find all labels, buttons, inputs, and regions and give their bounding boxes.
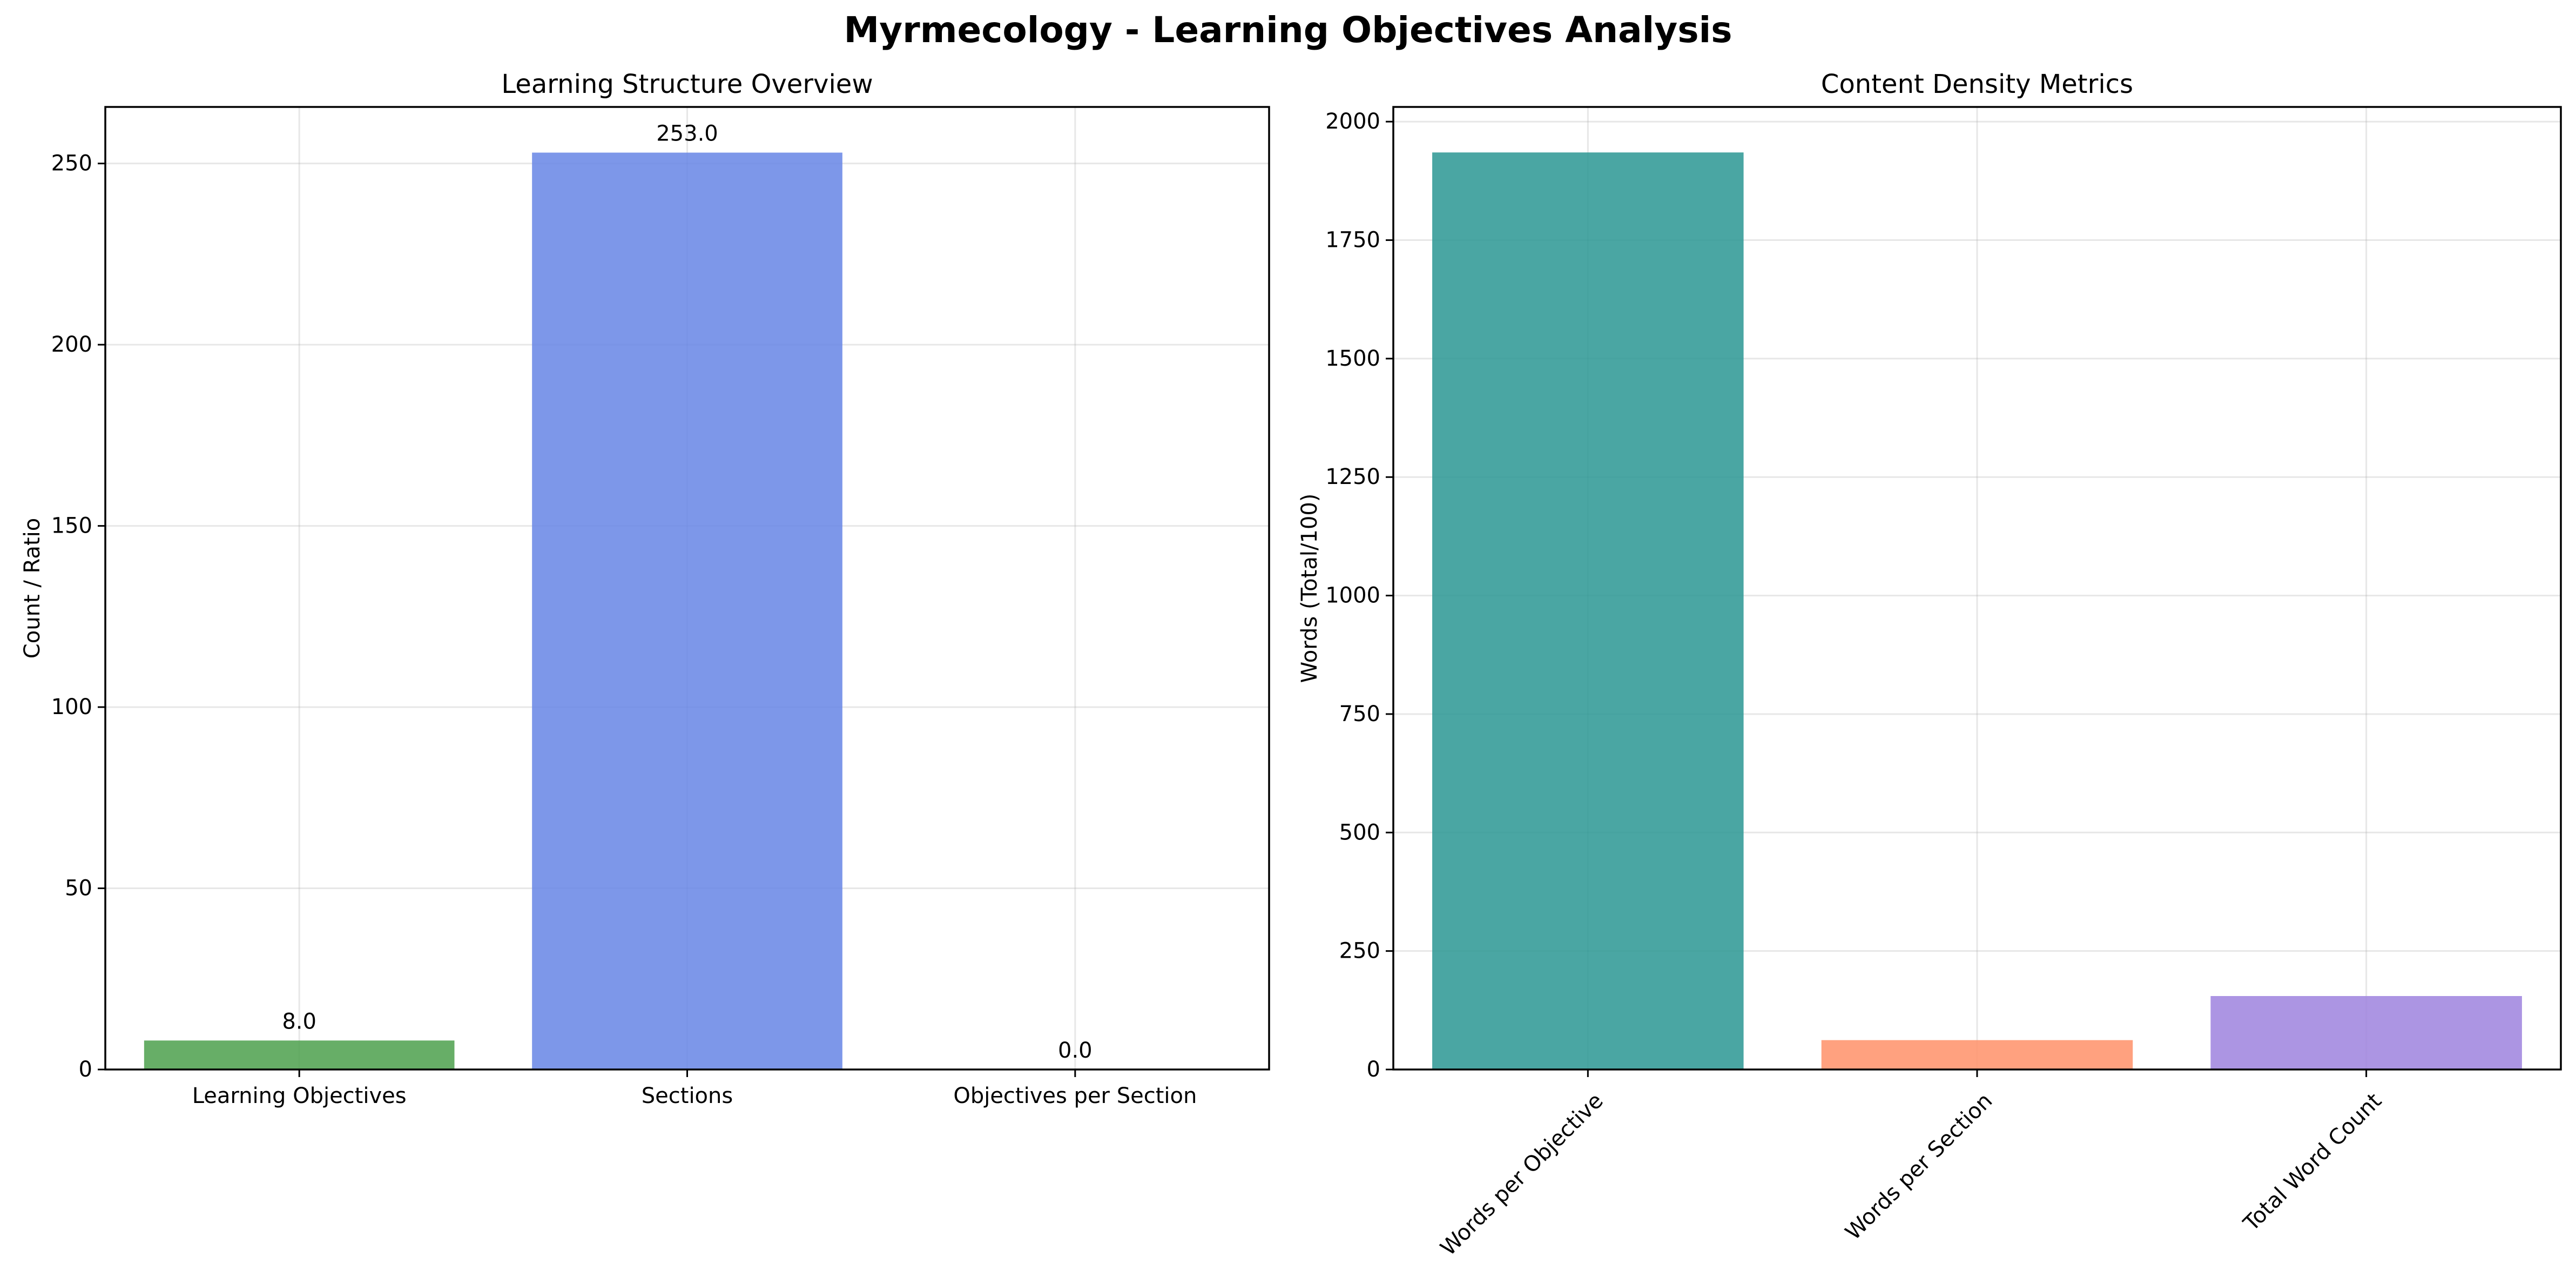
x-tick-label: Words per Section <box>1840 1088 1997 1245</box>
x-tick-label: Words per Objective <box>1436 1088 1608 1261</box>
bar-words-per-section <box>1821 1040 2133 1070</box>
chart-title: Learning Structure Overview <box>501 69 873 99</box>
x-tick-label: Sections <box>642 1084 733 1108</box>
y-tick-label: 200 <box>51 332 92 357</box>
y-tick-label: 0 <box>79 1057 92 1082</box>
y-tick-label: 2000 <box>1325 109 1380 134</box>
bar-sections <box>532 152 842 1070</box>
chart-title: Content Density Metrics <box>1821 69 2133 99</box>
y-tick-label: 100 <box>51 695 92 719</box>
x-tick-label: Learning Objectives <box>192 1084 407 1108</box>
y-tick-label: 0 <box>1367 1057 1380 1082</box>
ticks: 0 50 100 150 200 250 Learning Objectives Sectio… <box>51 151 1197 1108</box>
bar-value-label: 8.0 <box>282 1009 316 1034</box>
figure-title: Myrmecology - Learning Objectives Analys… <box>844 9 1732 51</box>
y-tick-label: 1250 <box>1325 465 1380 489</box>
bars <box>1432 152 2522 1070</box>
bar-value-label: 0.0 <box>1058 1038 1093 1063</box>
y-axis-label: Count / Ratio <box>20 518 45 658</box>
chart-learning-structure: 0 50 100 150 200 250 Learning Objectives Sectio… <box>20 69 1270 1108</box>
y-tick-label: 1750 <box>1325 228 1380 253</box>
bar-total-word-count <box>2210 996 2522 1070</box>
x-tick-label: Total Word Count <box>2238 1088 2386 1236</box>
bar-words-per-objective <box>1432 152 1744 1070</box>
chart-content-density: 0 250 500 750 1000 1250 1500 1750 2000 Words per … <box>1297 69 2562 1261</box>
axes-frame <box>1392 106 2562 1071</box>
y-tick-label: 1000 <box>1325 583 1380 608</box>
axes-frame <box>104 106 1270 1071</box>
y-axis-label: Words (Total/100) <box>1297 494 1322 683</box>
y-tick-label: 250 <box>51 151 92 176</box>
y-tick-label: 1500 <box>1325 346 1380 371</box>
y-tick-label: 250 <box>1339 939 1380 964</box>
bar-value-label: 253.0 <box>656 122 718 146</box>
y-tick-label: 750 <box>1339 702 1380 727</box>
y-tick-label: 500 <box>1339 820 1380 845</box>
x-tick-label: Objectives per Section <box>953 1084 1197 1108</box>
bar-learning-objectives <box>144 1040 455 1070</box>
data-labels: 8.0 253.0 0.0 <box>282 122 1092 1063</box>
bars <box>144 152 1231 1070</box>
y-tick-label: 50 <box>65 876 92 901</box>
y-tick-label: 150 <box>51 514 92 539</box>
